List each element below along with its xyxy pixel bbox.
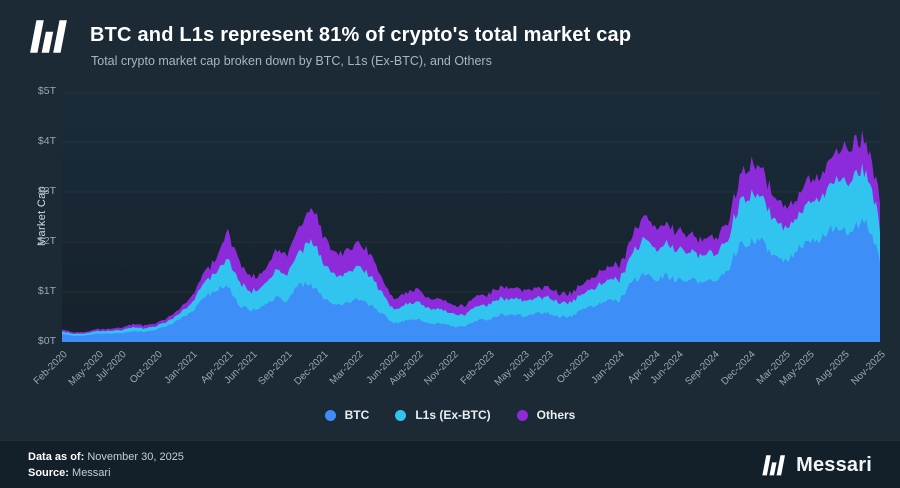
- footer-bar: Data as of: November 30, 2025 Source: Me…: [0, 440, 900, 488]
- legend-item-btc[interactable]: BTC: [324, 408, 370, 422]
- x-tick-label: Jan-2024: [589, 349, 627, 387]
- y-tick-label: $4T: [37, 135, 56, 147]
- x-tick-label: Nov-2022: [422, 349, 461, 388]
- x-tick-label: Dec-2024: [718, 349, 758, 388]
- y-tick-label: $3T: [37, 185, 56, 197]
- x-tick-label: Mar-2022: [328, 349, 367, 388]
- x-tick-label: Feb-2020: [31, 349, 70, 388]
- stacked-area-chart: [62, 92, 880, 342]
- x-tick-label: Dec-2021: [292, 349, 331, 388]
- x-tick-label: Sep-2021: [256, 349, 296, 388]
- x-tick-label: Aug-2025: [813, 349, 853, 388]
- legend-label-l1s: L1s (Ex-BTC): [415, 408, 491, 422]
- y-tick-label: $0T: [37, 335, 56, 347]
- legend-label-btc: BTC: [344, 408, 370, 422]
- x-tick-label: Oct-2023: [554, 349, 592, 386]
- area-series-BTC: [62, 218, 880, 342]
- chart-legend: BTC L1s (Ex-BTC) Others: [0, 408, 900, 422]
- x-tick-label: Feb-2023: [458, 349, 497, 388]
- messari-logo-icon: [30, 20, 67, 53]
- y-tick-label: $1T: [37, 285, 56, 297]
- y-tick-label: $2T: [37, 235, 56, 247]
- source-value: Messari: [72, 467, 111, 479]
- source-line: Source: Messari: [28, 465, 184, 481]
- footer-meta: Data as of: November 30, 2025 Source: Me…: [28, 449, 184, 481]
- footer-brand: Messari: [761, 441, 872, 488]
- footer-brand-name: Messari: [796, 453, 872, 476]
- x-tick-label: Sep-2024: [683, 349, 722, 388]
- page-title: BTC and L1s represent 81% of crypto's to…: [90, 24, 632, 46]
- x-tick-label: Jan-2021: [162, 349, 201, 387]
- others-legend-dot-icon: [516, 409, 528, 421]
- source-label: Source:: [28, 467, 69, 479]
- page-subtitle: Total crypto market cap broken down by B…: [91, 54, 492, 68]
- y-tick-label: $5T: [37, 85, 56, 97]
- data-as-of-value: November 30, 2025: [87, 451, 184, 463]
- messari-footer-logo-icon: [762, 455, 786, 476]
- x-tick-label: Nov-2025: [849, 349, 888, 388]
- data-as-of-line: Data as of: November 30, 2025: [28, 449, 184, 465]
- y-axis-title: Market Cap: [36, 186, 48, 246]
- legend-item-l1s[interactable]: L1s (Ex-BTC): [395, 408, 491, 422]
- legend-label-others: Others: [536, 408, 576, 422]
- l1s-legend-dot-icon: [395, 409, 407, 421]
- btc-legend-dot-icon: [324, 409, 336, 421]
- data-as-of-label: Data as of:: [28, 451, 85, 463]
- legend-item-others[interactable]: Others: [516, 408, 576, 422]
- x-tick-label: Oct-2020: [127, 349, 165, 386]
